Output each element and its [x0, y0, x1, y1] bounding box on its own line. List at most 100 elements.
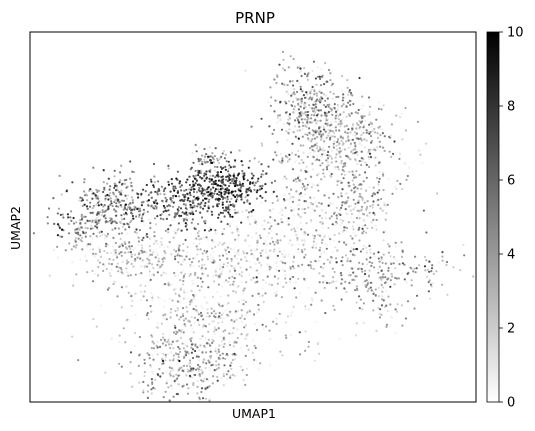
data-point — [287, 242, 291, 245]
data-point — [365, 139, 368, 142]
data-point — [153, 217, 157, 220]
data-point — [384, 262, 387, 265]
data-point — [149, 305, 152, 308]
data-point — [277, 222, 280, 225]
data-point — [68, 242, 71, 245]
data-point — [333, 140, 336, 143]
data-point — [311, 107, 314, 110]
data-point — [197, 146, 200, 149]
data-point — [391, 275, 394, 278]
data-point — [143, 211, 146, 214]
data-point — [236, 328, 239, 331]
data-point — [64, 249, 67, 252]
data-point — [301, 186, 304, 189]
data-point — [372, 299, 375, 302]
data-point — [242, 292, 245, 295]
data-point — [98, 250, 101, 253]
data-point — [264, 199, 267, 202]
data-point — [317, 172, 320, 175]
data-point — [224, 165, 227, 168]
data-point — [377, 126, 380, 129]
data-point — [280, 296, 283, 299]
data-point — [130, 211, 133, 214]
data-point — [338, 142, 341, 145]
data-point — [271, 201, 274, 205]
data-point — [116, 186, 119, 189]
data-point — [355, 285, 359, 288]
data-point — [150, 291, 153, 294]
data-point — [375, 118, 378, 121]
data-point — [170, 182, 174, 185]
data-point — [236, 257, 239, 260]
colorbar-tick-label: 4 — [507, 248, 515, 263]
data-point — [238, 183, 242, 186]
data-point — [209, 356, 212, 359]
data-point — [377, 306, 380, 309]
data-point — [254, 262, 257, 265]
data-point — [258, 295, 261, 298]
data-point — [313, 196, 316, 199]
data-point — [182, 274, 186, 278]
data-point — [343, 125, 346, 128]
data-point — [162, 396, 165, 399]
data-point — [319, 265, 322, 269]
data-point — [177, 383, 180, 386]
data-point — [176, 208, 179, 211]
data-point — [378, 170, 381, 173]
data-point — [192, 195, 195, 198]
data-point — [273, 78, 276, 81]
data-point — [200, 177, 203, 180]
data-point — [214, 188, 217, 191]
data-point — [288, 122, 291, 125]
data-point — [259, 236, 262, 240]
data-point — [174, 352, 177, 355]
data-point — [247, 218, 251, 221]
data-point — [250, 125, 253, 128]
data-point — [207, 286, 210, 289]
data-point — [128, 241, 131, 244]
data-point — [120, 164, 123, 167]
data-point — [318, 90, 321, 93]
data-point — [364, 161, 367, 164]
data-point — [354, 176, 358, 179]
data-point — [221, 243, 224, 246]
data-point — [180, 229, 183, 232]
data-point — [310, 303, 313, 306]
data-point — [268, 221, 271, 225]
data-point — [110, 202, 113, 205]
data-point — [241, 164, 244, 167]
data-point — [226, 187, 229, 190]
data-point — [206, 312, 209, 315]
data-point — [297, 155, 300, 158]
data-point — [120, 306, 123, 309]
data-point — [70, 248, 73, 251]
data-point — [211, 152, 214, 155]
data-point — [358, 142, 361, 145]
data-point — [436, 192, 439, 195]
data-point — [94, 272, 97, 275]
data-point — [362, 131, 365, 134]
data-point — [389, 134, 393, 137]
data-point — [172, 369, 175, 372]
data-point — [232, 327, 235, 330]
data-point — [201, 371, 204, 374]
data-point — [254, 218, 257, 222]
data-point — [228, 164, 231, 167]
data-point — [378, 189, 381, 192]
data-point — [397, 277, 401, 280]
data-point — [358, 192, 361, 196]
data-point — [234, 265, 237, 268]
data-point — [245, 191, 248, 194]
data-point — [125, 197, 128, 200]
data-point — [198, 183, 201, 186]
data-point — [219, 170, 223, 174]
data-point — [220, 313, 223, 316]
data-point — [289, 266, 292, 269]
data-point — [285, 177, 288, 180]
data-point — [363, 201, 366, 204]
data-point — [421, 161, 424, 164]
data-point — [317, 109, 320, 112]
data-point — [311, 203, 314, 206]
data-point — [205, 302, 208, 305]
data-point — [320, 135, 323, 138]
